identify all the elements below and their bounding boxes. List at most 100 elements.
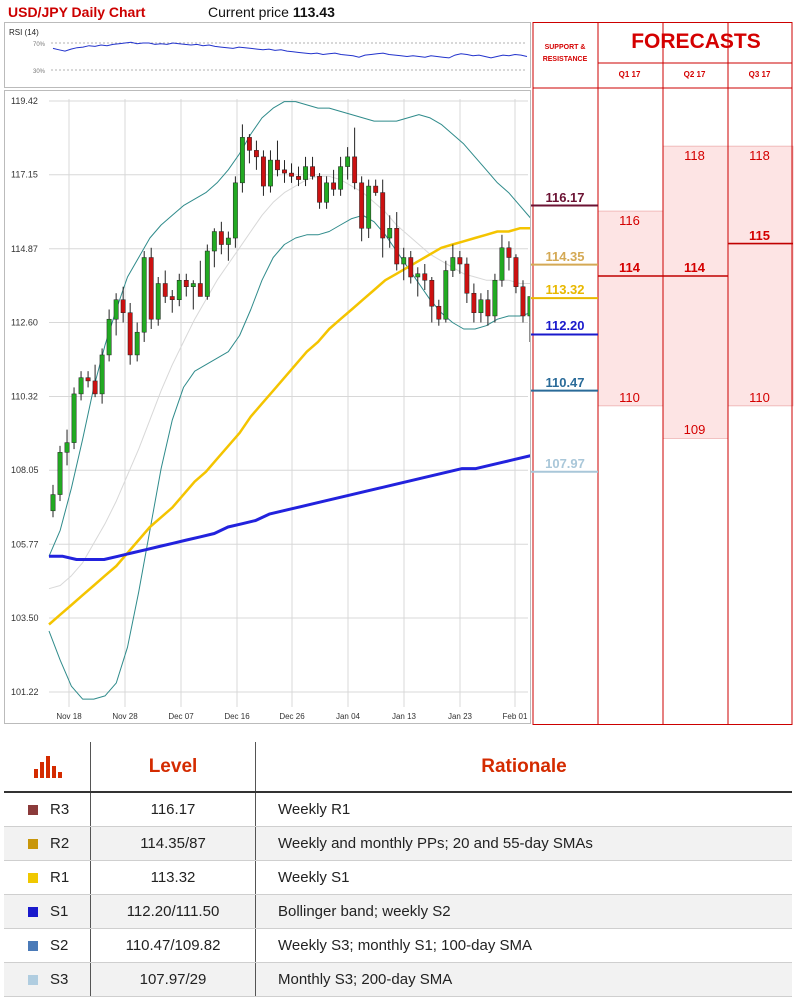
candle-body — [527, 296, 533, 317]
level-color-swatch — [28, 873, 38, 883]
candle-body — [289, 172, 294, 177]
level-name-cell: S3 — [4, 962, 91, 997]
candle-body — [127, 312, 133, 356]
level-rationale: Weekly and monthly PPs; 20 and 55-day SM… — [255, 826, 792, 861]
forecast-q3-low: 110 — [749, 389, 770, 405]
candle-body — [310, 166, 315, 177]
levels-table-body: R3 116.17 Weekly R1 R2 114.35/87 Weekly and m… — [4, 792, 792, 997]
level-value: 116.17 — [90, 792, 256, 827]
chart-title: USD/JPY Daily Chart — [8, 4, 146, 20]
x-tick-label: Dec 26 — [279, 712, 305, 721]
rationale-header: Rationale — [255, 742, 792, 793]
candle-body — [415, 273, 421, 278]
y-tick-label: 110.32 — [11, 392, 38, 402]
y-tick-label: 114.87 — [11, 244, 38, 254]
level-value: 110.47/109.82 — [90, 928, 256, 963]
candle-body — [134, 331, 140, 356]
level-rationale: Weekly S1 — [255, 860, 792, 895]
candle-body — [513, 257, 519, 287]
current-price: Current price 113.43 — [208, 4, 335, 20]
candle-body — [183, 279, 189, 287]
candle-body — [120, 299, 126, 313]
rsi-tick-70: 70% — [33, 42, 46, 48]
candle-body — [506, 247, 512, 258]
forecast-panel — [531, 22, 794, 725]
y-tick-label: 103.50 — [11, 613, 39, 623]
candle-body — [141, 257, 147, 333]
table-row: S3 107.97/29 Monthly S3; 200-day SMA — [4, 962, 792, 997]
rsi-label: RSI (14) — [9, 28, 39, 37]
bollinger-mid-line — [48, 175, 531, 590]
candle-body — [169, 296, 175, 300]
candle-body — [50, 494, 56, 512]
rsi-tick-30: 30% — [33, 69, 46, 75]
x-tick-label: Jan 13 — [392, 712, 417, 721]
level-name: S3 — [50, 971, 69, 988]
level-name: S1 — [50, 903, 69, 920]
candle-body — [197, 283, 203, 297]
bar-chart-icon — [34, 756, 62, 778]
forecast-q3-mid: 115 — [749, 227, 770, 243]
x-tick-label: Jan 04 — [336, 712, 361, 721]
level-rationale: Weekly S3; monthly S1; 100-day SMA — [255, 928, 792, 963]
candle-body — [464, 263, 470, 294]
candle-body — [373, 185, 379, 193]
level-name-cell: S1 — [4, 894, 91, 929]
price-chart: 119.42 117.15 114.87 112.60 110.32 108.05 105.… — [11, 96, 533, 721]
level-rationale: Weekly R1 — [255, 792, 792, 827]
level-color-swatch — [28, 839, 38, 849]
candle-body — [218, 231, 224, 245]
levels-table: Level Rationale R3 116.17 Weekly R1 R2 114.3… — [4, 742, 792, 997]
level-name-cell: S2 — [4, 928, 91, 963]
candle-body — [275, 159, 280, 171]
candle-body — [296, 176, 301, 180]
level-name: R3 — [50, 801, 70, 818]
forecast-q2-low: 109 — [683, 422, 706, 438]
forecast-q1-mid: 114 — [619, 260, 640, 275]
forecast-col-q1: Q1 17 — [618, 70, 641, 79]
level-name-cell: R3 — [4, 792, 91, 827]
level-color-swatch — [28, 941, 38, 951]
candle-body — [436, 305, 442, 320]
level-color-swatch — [28, 805, 38, 815]
forecast-range-band — [727, 145, 794, 407]
y-tick-label: 119.42 — [11, 96, 38, 106]
candle-body — [499, 247, 505, 281]
y-tick-label: 117.15 — [11, 170, 38, 180]
current-price-value: 113.43 — [292, 4, 335, 20]
forecast-range-band — [597, 210, 664, 407]
candle-body — [71, 393, 77, 443]
candle-body — [113, 299, 119, 320]
table-row: S1 112.20/111.50 Bollinger band; weekly S2 — [4, 894, 792, 929]
candle-body — [282, 169, 287, 174]
candle-body — [246, 137, 252, 151]
candle-body — [254, 150, 259, 158]
forecast-q1-low: 110 — [619, 389, 640, 405]
level-value: 112.20/111.50 — [90, 894, 256, 929]
sr-level-s3: 107.97 — [545, 455, 585, 471]
table-row: S2 110.47/109.82 Weekly S3; monthly S1; 10… — [4, 928, 792, 963]
sr-level-r3: 116.17 — [545, 189, 585, 205]
candle-body — [239, 137, 245, 184]
candle-body — [457, 257, 463, 265]
y-tick-label: 112.60 — [11, 317, 38, 327]
level-rationale: Bollinger band; weekly S2 — [255, 894, 792, 929]
table-row: R2 114.35/87 Weekly and monthly PPs; 20 an… — [4, 826, 792, 861]
level-name-cell: R2 — [4, 826, 91, 861]
support-resistance-header: SUPPORT & RESISTANCE — [542, 44, 588, 63]
candle-body — [268, 159, 273, 187]
x-tick-label: Nov 18 — [56, 712, 82, 721]
forecast-q3-high: 118 — [749, 148, 770, 164]
candle-body — [359, 182, 365, 229]
table-icon-cell — [4, 742, 91, 793]
candle-body — [471, 292, 477, 313]
x-tick-label: Feb 01 — [503, 712, 528, 721]
candle-body — [176, 279, 182, 300]
candle-body — [443, 270, 449, 320]
bollinger-upper-line — [48, 101, 532, 557]
levels-table-header: Level Rationale — [4, 742, 792, 793]
level-name: R2 — [50, 835, 70, 852]
candle-body — [352, 156, 358, 184]
candle-body — [204, 250, 210, 297]
candle-body — [485, 299, 491, 317]
